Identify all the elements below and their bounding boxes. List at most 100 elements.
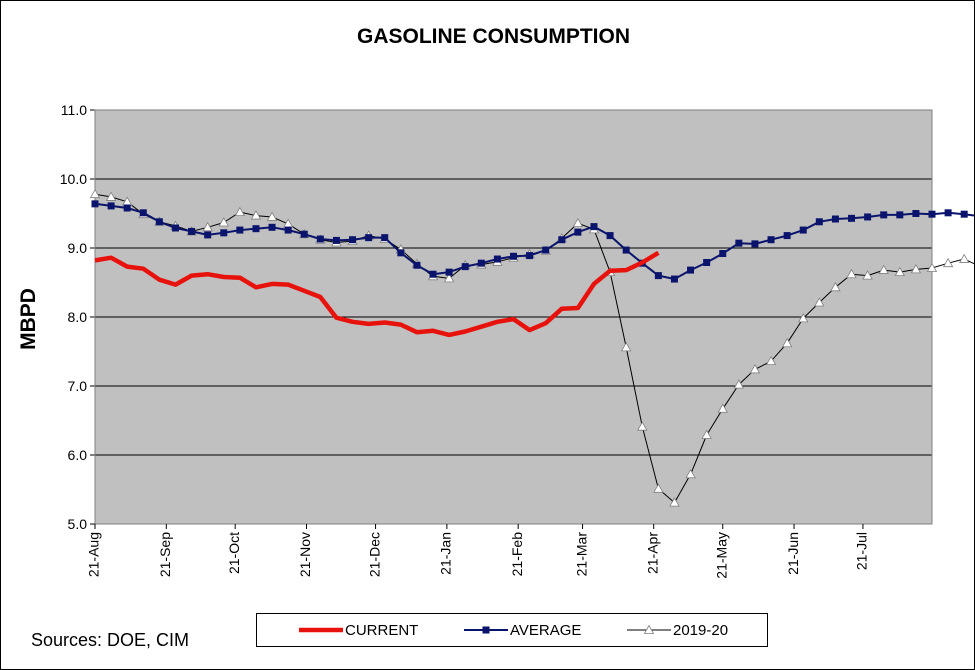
data-point-2019-20 bbox=[878, 264, 889, 274]
x-tick-label: 21-Feb bbox=[509, 532, 525, 577]
data-point-average bbox=[381, 234, 389, 242]
legend-label-average: AVERAGE bbox=[510, 621, 582, 639]
data-point-average bbox=[526, 252, 534, 260]
data-point-average bbox=[928, 210, 936, 218]
x-tick-label: 21-Oct bbox=[226, 532, 242, 574]
data-point-average bbox=[316, 235, 324, 243]
data-point-average bbox=[654, 272, 662, 280]
data-point-average bbox=[188, 227, 196, 235]
x-tick-label: 21-Sep bbox=[157, 532, 173, 577]
data-point-average bbox=[735, 239, 743, 247]
data-point-2019-20 bbox=[701, 429, 712, 439]
x-tick-label: 21-Jul bbox=[854, 532, 870, 570]
y-tick-label: 5.0 bbox=[68, 516, 88, 532]
data-point-average bbox=[445, 268, 453, 276]
sources-note: Sources: DOE, CIM bbox=[31, 630, 190, 650]
data-point-average bbox=[574, 228, 582, 236]
y-tick-label: 6.0 bbox=[68, 447, 88, 463]
data-point-average bbox=[171, 224, 179, 232]
data-point-average bbox=[429, 270, 437, 278]
data-point-2019-20 bbox=[781, 337, 793, 348]
data-point-2019-20 bbox=[669, 497, 680, 507]
x-tick-label: 21-Dec bbox=[366, 532, 382, 577]
legend-item-2019-20: 2019-20 bbox=[625, 614, 728, 646]
data-point-2019-20 bbox=[218, 217, 229, 227]
x-tick-label: 21-Apr bbox=[644, 532, 660, 574]
data-point-2019-20 bbox=[202, 221, 213, 232]
data-point-average bbox=[413, 261, 421, 269]
data-point-2019-20 bbox=[89, 188, 101, 199]
data-point-2019-20 bbox=[717, 403, 728, 413]
data-point-average bbox=[719, 250, 727, 258]
data-point-average bbox=[751, 240, 759, 248]
x-tick-label: 21-Jan bbox=[438, 532, 454, 575]
data-point-average bbox=[622, 246, 630, 254]
data-point-average bbox=[912, 210, 920, 217]
data-point-2019-20 bbox=[765, 355, 777, 366]
legend-swatch-average bbox=[464, 626, 508, 634]
x-tick-label: 21-Nov bbox=[297, 532, 313, 577]
data-point-2019-20 bbox=[637, 421, 648, 431]
data-point-average bbox=[670, 275, 678, 283]
data-point-2019-20 bbox=[733, 379, 745, 389]
y-tick-label: 10.0 bbox=[60, 171, 87, 187]
data-point-average bbox=[799, 226, 807, 234]
plot-border bbox=[94, 109, 933, 525]
data-point-average bbox=[783, 232, 791, 240]
data-point-2019-20 bbox=[798, 313, 809, 323]
data-point-2019-20 bbox=[846, 268, 857, 279]
data-point-2019-20 bbox=[959, 253, 970, 263]
data-point-average bbox=[123, 204, 131, 212]
data-point-2019-20 bbox=[814, 297, 825, 307]
data-point-average bbox=[332, 236, 340, 244]
legend-item-average: AVERAGE bbox=[462, 614, 581, 646]
data-point-average bbox=[896, 211, 904, 219]
data-point-average bbox=[461, 263, 469, 271]
data-point-average bbox=[236, 226, 244, 234]
legend-swatch-2019-20 bbox=[627, 624, 671, 634]
data-point-2019-20 bbox=[443, 273, 455, 283]
data-point-average bbox=[220, 229, 228, 237]
data-point-average bbox=[590, 223, 598, 231]
x-tick-label: 21-Mar bbox=[573, 532, 589, 577]
data-point-average bbox=[831, 215, 839, 223]
legend-swatch-current bbox=[299, 627, 343, 633]
y-tick-label: 11.0 bbox=[61, 102, 87, 118]
data-point-2019-20 bbox=[572, 217, 584, 228]
data-point-average bbox=[542, 246, 550, 254]
data-point-2019-20 bbox=[862, 270, 873, 280]
data-point-2019-20 bbox=[266, 211, 278, 221]
x-tick-label: 21-Aug bbox=[86, 532, 102, 577]
legend-label-2019-20: 2019-20 bbox=[673, 621, 729, 639]
legend: CURRENT AVERAGE 2019-20 bbox=[256, 613, 768, 647]
data-point-2019-20 bbox=[653, 483, 664, 493]
data-point-average bbox=[767, 236, 775, 244]
data-point-average bbox=[493, 255, 501, 263]
data-point-average bbox=[155, 218, 163, 226]
data-point-average bbox=[815, 218, 823, 226]
x-tick-label: 21-Jun bbox=[785, 532, 801, 575]
data-point-average bbox=[687, 266, 695, 274]
chart-title: GASOLINE CONSUMPTION bbox=[356, 25, 630, 48]
data-point-average bbox=[91, 200, 99, 208]
data-point-average bbox=[252, 225, 260, 233]
data-point-average bbox=[558, 236, 566, 244]
data-point-average bbox=[864, 213, 872, 221]
data-point-average bbox=[703, 258, 711, 266]
data-point-2019-20 bbox=[926, 262, 938, 272]
data-point-average bbox=[365, 234, 373, 242]
data-point-average bbox=[848, 214, 856, 222]
data-point-average bbox=[606, 232, 614, 240]
data-point-2019-20 bbox=[942, 257, 954, 268]
data-point-2019-20 bbox=[620, 342, 632, 352]
data-point-2019-20 bbox=[250, 210, 262, 220]
data-point-2019-20 bbox=[830, 282, 841, 292]
legend-label-current: CURRENT bbox=[345, 621, 419, 639]
data-point-average bbox=[107, 202, 115, 210]
data-point-2019-20 bbox=[894, 266, 905, 277]
data-point-average bbox=[300, 230, 308, 238]
x-tick-label: 21-May bbox=[713, 532, 729, 579]
y-tick-label: 8.0 bbox=[68, 309, 88, 325]
